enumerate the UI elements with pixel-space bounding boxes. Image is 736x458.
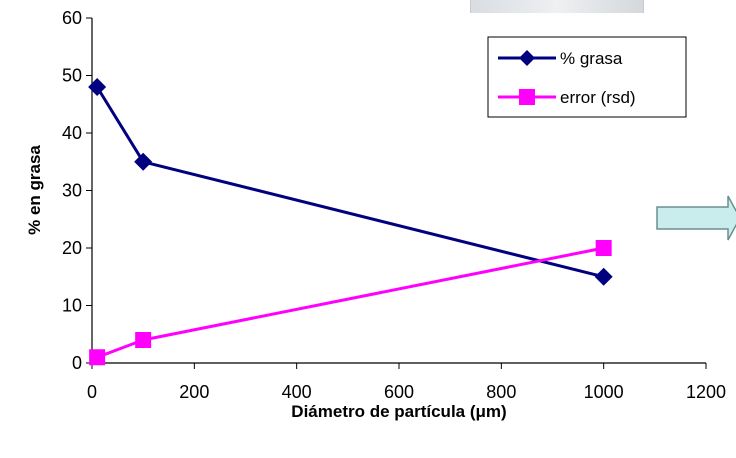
legend-label-0: % grasa <box>560 49 623 68</box>
series-line-1 <box>96 246 604 359</box>
x-tick-label: 800 <box>486 382 516 402</box>
x-tick-label: 600 <box>384 382 414 402</box>
y-tick-label: 20 <box>62 238 82 258</box>
x-tick-label: 0 <box>87 382 97 402</box>
x-tick-label: 200 <box>179 382 209 402</box>
legend-marker-diamond-icon <box>519 50 535 66</box>
y-tick-label: 50 <box>62 66 82 86</box>
data-point-diamond <box>134 152 153 171</box>
x-tick-label: 1200 <box>686 382 726 402</box>
legend-marker-square-icon <box>519 89 535 105</box>
legend: % grasa error (rsd) <box>487 36 687 118</box>
data-point-square <box>89 349 106 366</box>
y-tick-label: 60 <box>62 8 82 28</box>
arrow-right-icon <box>656 195 736 241</box>
y-tick-label: 10 <box>62 296 82 316</box>
x-axis-title: Diámetro de partícula (μm) <box>291 402 506 421</box>
y-axis-title: % en grasa <box>25 145 44 235</box>
y-tick-label: 30 <box>62 181 82 201</box>
y-tick-label: 0 <box>72 353 82 373</box>
data-point-diamond <box>594 267 613 286</box>
series-layer <box>88 78 613 366</box>
data-point-diamond <box>88 78 107 96</box>
data-point-square <box>595 240 612 256</box>
legend-label-1: error (rsd) <box>560 88 636 107</box>
photo-fragment <box>470 0 644 13</box>
x-tick-label: 400 <box>282 382 312 402</box>
x-tick-label: 1000 <box>584 382 624 402</box>
data-point-square <box>135 332 152 348</box>
y-tick-label: 40 <box>62 123 82 143</box>
